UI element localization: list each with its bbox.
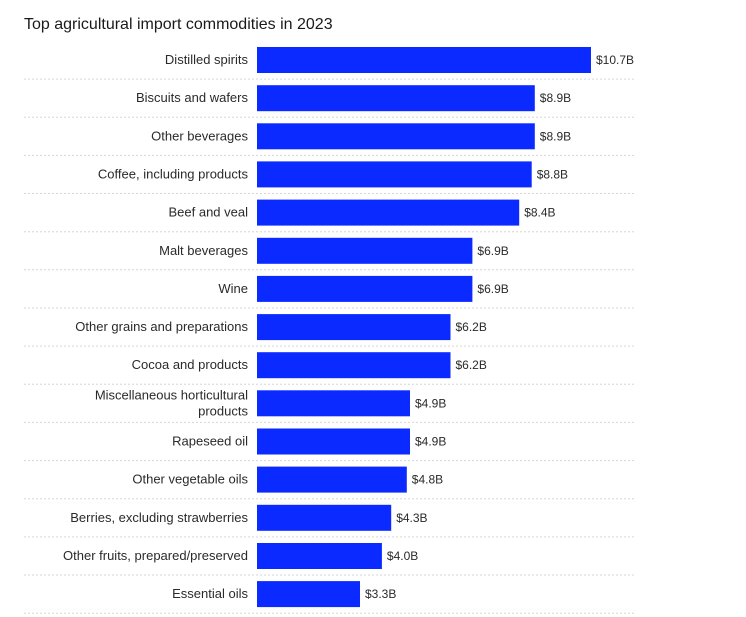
bar-value-label: $6.2B — [456, 320, 487, 334]
bar-value-label: $3.3B — [365, 587, 396, 601]
category-label: Beef and veal — [168, 205, 248, 220]
category-label: Miscellaneous horticultural products — [95, 387, 249, 418]
bar — [257, 161, 532, 188]
bar-value-label: $10.7B — [596, 53, 634, 67]
category-label: Rapeseed oil — [172, 434, 248, 449]
bar — [257, 275, 473, 302]
category-label: Other beverages — [151, 128, 248, 143]
bar — [257, 47, 591, 73]
category-label: Coffee, including products — [98, 166, 249, 181]
bar — [257, 85, 535, 112]
bar-value-label: $8.4B — [524, 206, 555, 220]
bar — [257, 504, 392, 531]
category-label: Essential oils — [172, 586, 248, 601]
bar-value-label: $8.9B — [540, 91, 571, 105]
bar-value-label: $6.2B — [456, 358, 487, 372]
category-label: Wine — [218, 281, 248, 296]
bar — [257, 581, 360, 608]
bar — [257, 390, 410, 417]
chart-rows: $10.7B Distilled spirits $8.9B Biscuits and… — [24, 47, 634, 614]
bar — [257, 543, 382, 569]
bar-value-label: $8.9B — [540, 129, 571, 143]
category-label: Biscuits and wafers — [136, 90, 248, 105]
bar-value-label: $4.9B — [415, 396, 446, 410]
bar-value-label: $4.9B — [415, 435, 446, 449]
category-label: Other vegetable oils — [132, 472, 248, 487]
category-label: Berries, excluding strawberries — [70, 510, 248, 525]
bar — [257, 314, 451, 341]
bar — [257, 352, 451, 379]
bar — [257, 428, 410, 455]
category-label: Malt beverages — [159, 243, 248, 258]
bar-value-label: $6.9B — [477, 244, 508, 258]
bar-value-label: $4.3B — [396, 511, 427, 525]
bar-value-label: $6.9B — [477, 282, 508, 296]
bar-value-label: $8.8B — [537, 167, 568, 181]
bar — [257, 199, 520, 226]
category-label: Other fruits, prepared/preserved — [63, 548, 248, 563]
chart-title: Top agricultural import commodities in 2… — [24, 16, 333, 33]
bar-value-label: $4.0B — [387, 549, 418, 563]
category-label: Other grains and preparations — [75, 319, 248, 334]
bar — [257, 237, 473, 264]
bar-value-label: $4.8B — [412, 473, 443, 487]
bar — [257, 466, 407, 493]
category-label: Distilled spirits — [165, 52, 249, 67]
bar — [257, 123, 535, 150]
category-label: Cocoa and products — [132, 357, 249, 372]
